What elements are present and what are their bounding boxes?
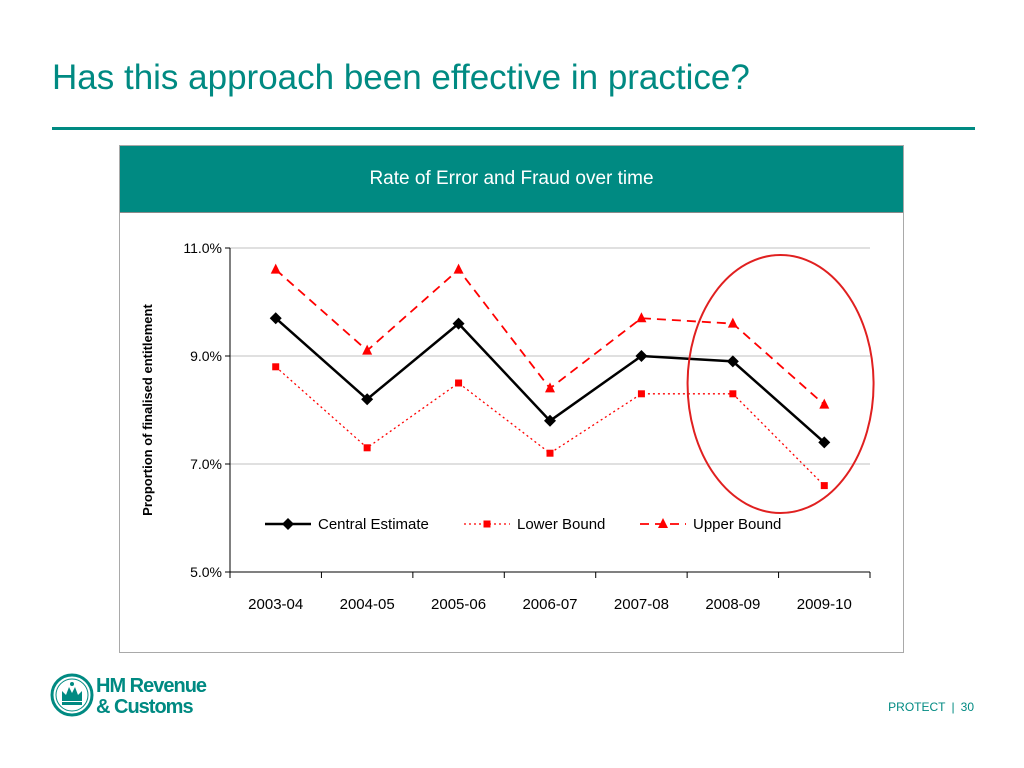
data-point <box>361 393 374 406</box>
data-point <box>636 312 647 323</box>
data-point <box>269 312 282 325</box>
data-point <box>729 390 737 398</box>
logo-wordmark: HM Revenue & Customs <box>96 675 207 718</box>
data-point <box>452 317 465 330</box>
data-point <box>455 379 463 387</box>
legend-marker <box>282 518 294 530</box>
line-chart: 5.0% 7.0% 9.0% 11.0% 2003-04 2004-05 2005-06 20… <box>140 240 875 613</box>
legend-marker <box>483 520 491 528</box>
data-point <box>637 390 645 398</box>
data-point <box>545 382 555 393</box>
x-tick-label: 2008-09 <box>705 596 760 613</box>
hmrc-logo: HM Revenue & Customs <box>50 673 220 721</box>
x-tick-label: 2004-05 <box>340 596 395 613</box>
x-tick-label: 2007-08 <box>614 596 669 613</box>
data-point <box>726 355 739 368</box>
logo-line-2: & Customs <box>96 696 194 718</box>
x-tick-label: 2005-06 <box>431 596 486 613</box>
data-point <box>635 350 648 362</box>
legend-label: Lower Bound <box>517 516 605 533</box>
y-tick-label: 11.0% <box>183 240 222 256</box>
crown-crest-icon <box>50 673 94 717</box>
footer-meta: PROTECT | 30 <box>888 700 974 714</box>
data-point <box>727 317 738 328</box>
y-axis-title: Proportion of finalised entitlement <box>140 304 155 516</box>
slide-title: Has this approach been effective in prac… <box>52 58 750 97</box>
data-point <box>819 398 830 409</box>
y-tick-label: 9.0% <box>190 348 222 364</box>
highlight-ellipse <box>686 254 875 514</box>
legend-marker <box>658 518 668 528</box>
data-point <box>544 414 556 427</box>
footer-separator: | <box>951 700 955 714</box>
chart-title: Rate of Error and Fraud over time <box>120 146 903 213</box>
y-tick-label: 7.0% <box>190 456 222 472</box>
data-point <box>362 344 373 355</box>
data-point <box>453 263 464 274</box>
data-point <box>820 482 828 490</box>
data-point <box>270 263 281 274</box>
x-tick-label: 2009-10 <box>797 596 852 613</box>
y-tick-label: 5.0% <box>190 564 222 580</box>
data-point <box>818 436 831 449</box>
legend-label: Upper Bound <box>693 516 781 533</box>
data-point <box>363 444 371 452</box>
logo-line-1: HM Revenue <box>96 675 207 697</box>
title-divider <box>52 127 975 130</box>
x-tick-label: 2006-07 <box>522 596 577 613</box>
page-number: 30 <box>960 700 974 714</box>
data-point <box>272 363 280 371</box>
data-point <box>546 449 554 457</box>
x-tick-label: 2003-04 <box>248 596 303 613</box>
chart-panel: Rate of Error and Fraud over time 5.0% 7.… <box>119 145 904 653</box>
classification-label: PROTECT <box>888 700 946 714</box>
legend-label: Central Estimate <box>318 516 429 533</box>
